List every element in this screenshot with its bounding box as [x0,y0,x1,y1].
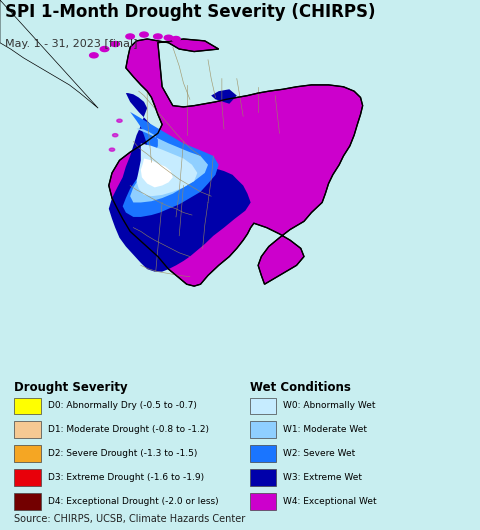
Polygon shape [141,158,173,188]
Circle shape [126,34,134,39]
Circle shape [140,32,148,37]
Text: D3: Extreme Drought (-1.6 to -1.9): D3: Extreme Drought (-1.6 to -1.9) [48,473,204,482]
Circle shape [112,134,118,137]
Text: Source: CHIRPS, UCSB, Climate Hazards Center: Source: CHIRPS, UCSB, Climate Hazards Ce… [14,514,246,524]
FancyBboxPatch shape [250,398,276,414]
FancyBboxPatch shape [250,469,276,486]
Polygon shape [130,128,208,202]
FancyBboxPatch shape [250,421,276,438]
Polygon shape [123,112,219,217]
Circle shape [109,148,115,151]
Circle shape [90,53,98,58]
Polygon shape [136,144,197,196]
FancyBboxPatch shape [14,493,41,510]
Circle shape [100,47,109,51]
Text: W0: Abnormally Wet: W0: Abnormally Wet [283,402,376,410]
Circle shape [154,34,162,39]
FancyBboxPatch shape [14,445,41,462]
Circle shape [117,119,122,122]
FancyBboxPatch shape [14,421,41,438]
FancyBboxPatch shape [14,398,41,414]
FancyBboxPatch shape [250,445,276,462]
Text: W4: Exceptional Wet: W4: Exceptional Wet [283,497,377,506]
Polygon shape [109,39,363,286]
Text: D4: Exceptional Drought (-2.0 or less): D4: Exceptional Drought (-2.0 or less) [48,497,218,506]
Circle shape [164,35,173,40]
FancyBboxPatch shape [250,493,276,510]
Polygon shape [109,93,251,272]
Text: SPI 1-Month Drought Severity (CHIRPS): SPI 1-Month Drought Severity (CHIRPS) [5,3,376,21]
Text: D1: Moderate Drought (-0.8 to -1.2): D1: Moderate Drought (-0.8 to -1.2) [48,426,209,434]
Text: May. 1 - 31, 2023 [final]: May. 1 - 31, 2023 [final] [5,39,138,49]
FancyBboxPatch shape [14,469,41,486]
Text: Drought Severity: Drought Severity [14,381,128,394]
Circle shape [172,37,180,41]
Polygon shape [0,0,98,108]
Text: Wet Conditions: Wet Conditions [250,381,350,394]
Text: W2: Severe Wet: W2: Severe Wet [283,449,356,458]
Polygon shape [211,89,237,104]
Polygon shape [194,179,226,202]
Text: D0: Abnormally Dry (-0.5 to -0.7): D0: Abnormally Dry (-0.5 to -0.7) [48,402,197,410]
Text: W1: Moderate Wet: W1: Moderate Wet [283,426,367,434]
Circle shape [111,41,120,47]
Text: W3: Extreme Wet: W3: Extreme Wet [283,473,362,482]
Text: D2: Severe Drought (-1.3 to -1.5): D2: Severe Drought (-1.3 to -1.5) [48,449,197,458]
